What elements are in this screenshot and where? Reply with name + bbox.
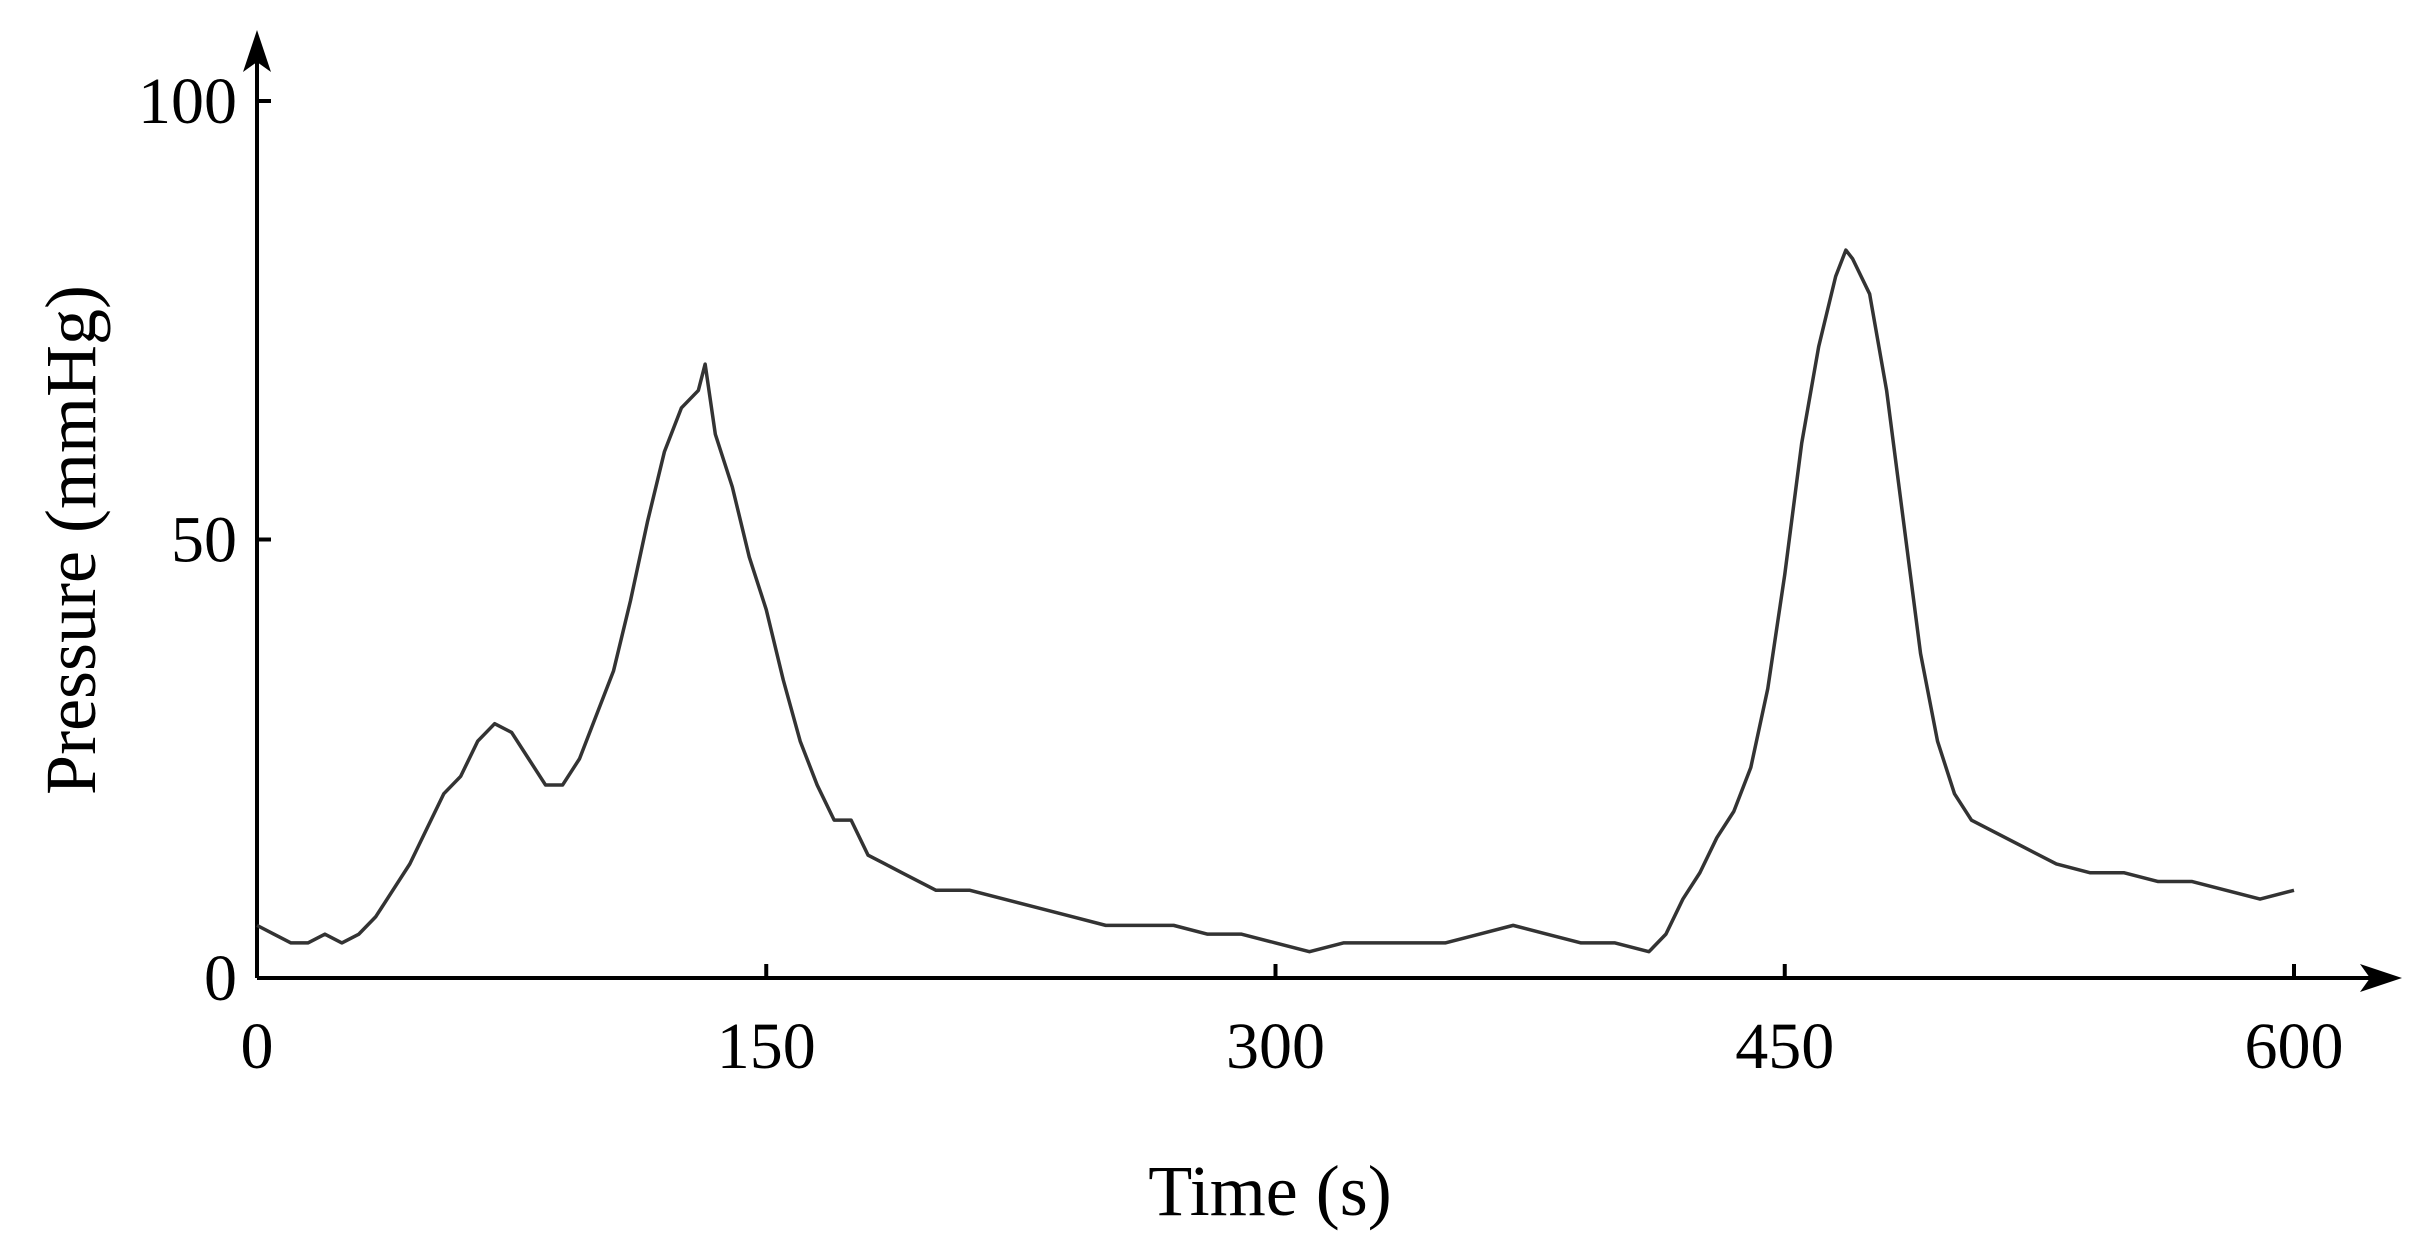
y-axis-label: Pressure (mmHg) xyxy=(31,285,111,795)
x-tick-label: 450 xyxy=(1735,1010,1834,1083)
y-tick-label: 0 xyxy=(204,942,237,1015)
y-tick-label: 50 xyxy=(171,504,237,577)
y-tick-label: 100 xyxy=(138,65,237,138)
x-tick-label: 0 xyxy=(241,1010,274,1083)
x-axis-label: Time (s) xyxy=(1148,1151,1391,1231)
y-axis-arrow xyxy=(243,30,271,72)
x-tick-label: 600 xyxy=(2245,1010,2344,1083)
x-axis-arrow xyxy=(2360,964,2402,992)
data-line xyxy=(256,248,2295,954)
x-tick-label: 300 xyxy=(1226,1010,1325,1083)
x-tick-label: 150 xyxy=(717,1010,816,1083)
